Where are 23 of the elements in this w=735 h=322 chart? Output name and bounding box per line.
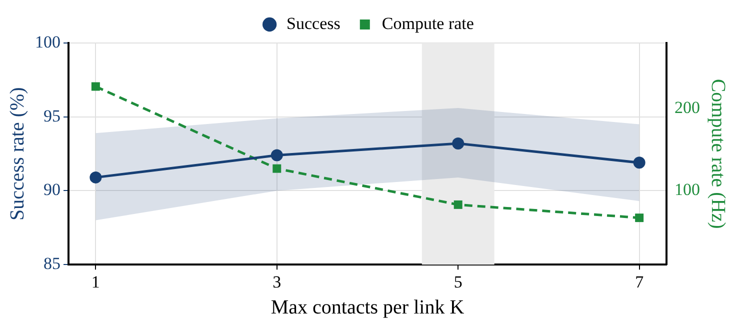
y2-axis-title: Compute rate (Hz) [706, 78, 729, 229]
y-tick-label: 95 [44, 106, 60, 126]
point [452, 137, 464, 150]
x-tick-label: 1 [91, 272, 100, 292]
point [91, 82, 100, 91]
y2-tick-label: 200 [674, 98, 700, 118]
x-tick-label: 7 [635, 272, 644, 292]
point [635, 214, 644, 222]
point [454, 200, 462, 209]
y-axis-title: Success rate (%) [6, 87, 28, 220]
y2-tick-label: 100 [674, 180, 700, 200]
x-tick-label: 5 [454, 272, 462, 292]
x-axis-title: Max contacts per link K [270, 296, 465, 318]
point [90, 171, 102, 184]
y-tick-label: 100 [35, 32, 60, 52]
point [270, 149, 283, 162]
y-tick-label: 85 [44, 254, 60, 274]
y-tick-label: 90 [44, 180, 60, 200]
legend-label: Success [286, 14, 340, 33]
legend-label: Compute rate [382, 14, 474, 33]
point [272, 164, 282, 173]
x-tick-label: 3 [272, 272, 282, 292]
point [633, 156, 646, 169]
